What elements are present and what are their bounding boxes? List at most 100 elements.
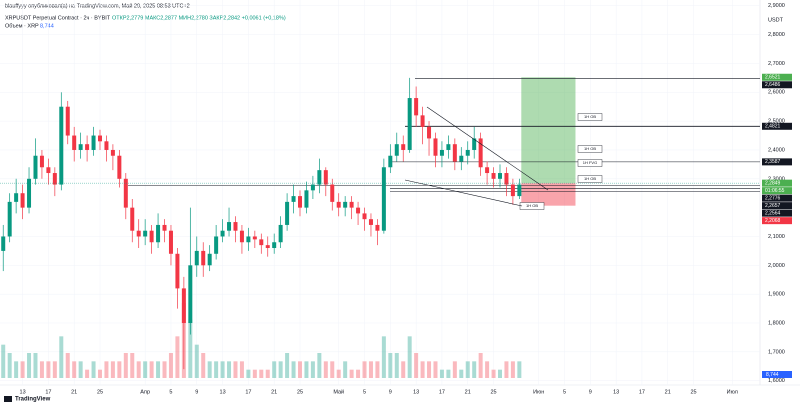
candle-body [39,155,44,168]
candle-body [65,106,70,136]
volume-bar [39,361,44,378]
volume-bar [143,361,148,378]
volume-bar [220,361,225,378]
candle-body [317,170,322,185]
volume-bar [349,369,354,378]
candle-body [98,135,102,142]
candle-body [388,155,393,168]
candle-body [485,167,490,174]
candle-body [168,230,173,254]
x-tick-label: 21 [665,389,671,395]
countdown: 01:06:55 [765,188,785,194]
y-tick-label: 1,9000 [768,292,785,298]
candle-body [439,149,444,156]
x-tick-label: 9 [589,389,592,395]
volume-bar [130,353,135,378]
candle-body [59,106,64,185]
target-zone [521,77,576,184]
price-label-bg [762,209,792,217]
volume-bar [394,353,399,378]
x-tick-label: 25 [490,389,496,395]
zone-label: 1H FVG [583,160,597,165]
candle-body [149,230,154,243]
price-label-bg [762,179,792,187]
volume-bar [104,361,109,378]
price-label: 2,6521 [765,75,781,81]
volume-bar [194,344,199,378]
candle-body [123,178,128,208]
volume-bar [156,361,161,378]
volume-bar [110,361,115,378]
candle-body [188,265,193,323]
price-label: 2,2849 [765,180,781,186]
trendline [426,106,549,191]
x-tick-label: 25 [690,389,696,395]
candle-body [33,155,38,179]
x-tick-label: 5 [169,389,172,395]
ohlc: ОТКР2,2779 МАКС2,2877 МИН2,2780 ЗАКР2,28… [112,15,286,21]
volume-bar [459,369,464,378]
volume-bar [452,361,457,378]
price-label: 2,4821 [765,124,781,130]
candle-body [330,184,335,202]
candle-body [517,184,522,197]
volume-bar [465,361,470,378]
candle-body [272,242,277,249]
volume-bar [7,353,12,378]
candle-body [291,196,296,202]
x-tick-label: 5 [563,389,566,395]
candle-body [323,170,328,185]
zone-box [577,175,603,183]
volume-bar [227,361,232,378]
candle-body [207,253,212,266]
price-label: 2,2564 [765,210,781,216]
candle-body [446,144,451,150]
volume-bar [65,353,70,378]
y-tick-label: 2,9000 [768,3,785,9]
candle-body [298,196,302,208]
x-tick-label: 21 [271,389,277,395]
volume-bar [420,361,425,378]
candle-body [72,135,77,150]
x-tick-label: Май [333,388,344,395]
volume-bar [27,353,32,378]
candle-body [252,236,257,240]
x-tick-label: 9 [195,389,198,395]
candle-body [491,173,496,179]
candle-body [1,236,6,251]
volume-bar [188,319,193,378]
volume-axis-bg [762,371,792,378]
volume-bar [401,361,406,378]
candle-body [156,224,161,243]
candle-body [104,141,109,150]
volume-bar [317,353,322,378]
x-tick-label: 25 [297,389,303,395]
candle-body [420,115,425,127]
volume-bar [252,369,257,378]
volume-bar [117,361,122,378]
countdown-bg [762,187,792,195]
volume-bar [239,361,244,378]
candle-body [407,98,412,150]
candle-body [85,144,90,150]
zone-box [577,159,603,167]
candle-body [46,167,51,174]
price-label: 2,2068 [765,218,781,224]
candle-body [117,155,122,179]
x-tick-label: 5 [363,389,366,395]
candle-body [336,201,341,208]
y-tick-label: 2,8000 [768,32,785,38]
logo: TradingView [15,397,51,403]
volume-bar [291,361,296,378]
y-tick-label: 1,6000 [768,378,785,384]
zone-box [577,145,603,153]
volume-bar [1,344,6,378]
x-tick-label: Апр [140,389,150,395]
candle-body [304,190,309,208]
volume-bar [433,361,438,378]
candle-body [220,230,225,237]
volume-bar [149,361,154,378]
price-label-bg [762,73,792,81]
volume-bar [343,361,348,378]
candle-body [433,138,438,156]
